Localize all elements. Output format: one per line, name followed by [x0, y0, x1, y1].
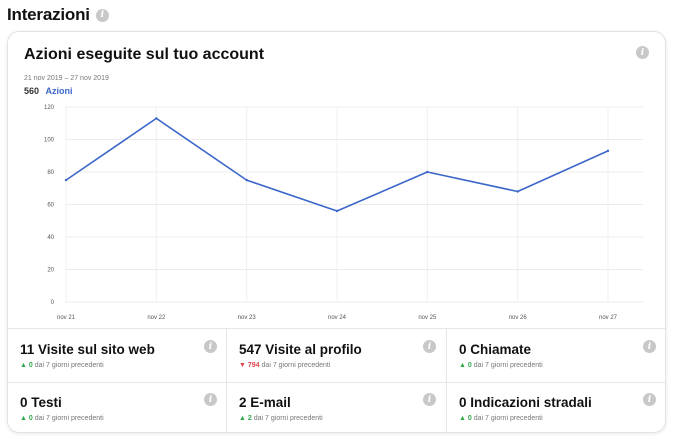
change-period: dai 7 giorni precedenti	[261, 362, 331, 369]
x-tick-label: nov 26	[509, 315, 528, 321]
data-point	[245, 178, 248, 182]
date-range: 21 nov 2019 – 27 nov 2019	[24, 75, 109, 82]
divider	[446, 329, 447, 432]
change-value: 0	[467, 415, 472, 422]
y-tick-label: 40	[47, 235, 54, 241]
data-point	[64, 178, 68, 182]
x-tick-label: nov 22	[147, 315, 166, 321]
x-tick-label: nov 24	[328, 315, 347, 321]
stat-change: ▲ 0 dai 7 giorni precedenti	[20, 415, 104, 422]
arrow-up-icon: ▲	[459, 415, 466, 422]
change-value: 0	[467, 362, 472, 369]
change-period: dai 7 giorni precedenti	[34, 415, 104, 422]
info-icon[interactable]: i	[643, 340, 656, 353]
info-icon[interactable]: i	[636, 46, 649, 59]
y-tick-label: 0	[51, 300, 55, 306]
x-tick-label: nov 21	[57, 315, 76, 321]
change-value: 0	[28, 362, 33, 369]
stat-directions[interactable]: 0 Indicazioni stradali i ▲ 0 dai 7 giorn…	[447, 382, 665, 432]
arrow-up-icon: ▲	[20, 362, 27, 369]
divider	[226, 329, 227, 432]
arrow-up-icon: ▲	[459, 362, 466, 369]
info-icon[interactable]: i	[204, 393, 217, 406]
change-value: 794	[247, 362, 260, 369]
x-tick-label: nov 27	[599, 315, 618, 321]
data-point	[335, 209, 339, 213]
data-point	[516, 190, 519, 193]
change-value: 0	[28, 415, 33, 422]
stat-title: 11 Visite sul sito web	[20, 342, 155, 357]
y-tick-label: 60	[47, 203, 54, 209]
arrow-up-icon: ▲	[239, 415, 246, 422]
change-value: 2	[247, 415, 252, 422]
stat-change: ▼ 794 dai 7 giorni precedenti	[239, 362, 330, 369]
stat-title: 547 Visite al profilo	[239, 342, 362, 357]
stat-title: 0 Indicazioni stradali	[459, 395, 592, 410]
change-period: dai 7 giorni precedenti	[473, 362, 543, 369]
y-tick-label: 100	[44, 138, 55, 144]
stat-calls[interactable]: 0 Chiamate i ▲ 0 dai 7 giorni precedenti	[447, 329, 665, 382]
total-actions: 560 Azioni	[24, 86, 73, 96]
data-point	[155, 117, 158, 120]
y-tick-label: 20	[47, 268, 54, 274]
stat-website-visits[interactable]: 11 Visite sul sito web i ▲ 0 dai 7 giorn…	[8, 329, 227, 382]
stat-emails[interactable]: 2 E-mail i ▲ 2 dai 7 giorni precedenti	[227, 382, 446, 432]
stat-change: ▲ 2 dai 7 giorni precedenti	[239, 415, 323, 422]
info-icon[interactable]: i	[423, 340, 436, 353]
arrow-down-icon: ▼	[239, 362, 246, 369]
stat-change: ▲ 0 dai 7 giorni precedenti	[459, 415, 543, 422]
total-value: 560	[24, 86, 40, 96]
x-tick-label: nov 25	[418, 315, 437, 321]
y-tick-label: 80	[47, 170, 54, 176]
y-tick-label: 120	[44, 105, 55, 111]
stat-profile-visits[interactable]: 547 Visite al profilo i ▼ 794 dai 7 gior…	[227, 329, 446, 382]
info-icon[interactable]: i	[423, 393, 436, 406]
total-label: Azioni	[45, 86, 73, 96]
divider	[8, 382, 665, 383]
change-period: dai 7 giorni precedenti	[473, 415, 543, 422]
info-icon[interactable]: i	[204, 340, 217, 353]
x-tick-label: nov 23	[238, 315, 257, 321]
info-icon[interactable]: i	[643, 393, 656, 406]
stat-change: ▲ 0 dai 7 giorni precedenti	[20, 362, 104, 369]
chart-title: Azioni eseguite sul tuo account	[24, 46, 265, 63]
stat-title: 0 Chiamate	[459, 342, 532, 357]
data-point	[426, 170, 429, 174]
change-period: dai 7 giorni precedenti	[34, 362, 104, 369]
stat-title: 0 Testi	[20, 395, 62, 410]
data-point	[606, 149, 610, 153]
actions-line-chart: 0 20 40 60 80 100 120 nov 21 nov 22 nov 23 nov 24 n…	[44, 105, 643, 321]
stat-title: 2 E-mail	[239, 395, 291, 410]
stats-grid: 11 Visite sul sito web i ▲ 0 dai 7 giorn…	[8, 328, 665, 432]
section-title: Interazioni	[7, 5, 90, 24]
info-icon[interactable]: i	[95, 8, 109, 22]
change-period: dai 7 giorni precedenti	[253, 415, 323, 422]
stat-change: ▲ 0 dai 7 giorni precedenti	[459, 362, 543, 369]
stat-texts[interactable]: 0 Testi i ▲ 0 dai 7 giorni precedenti	[8, 382, 227, 432]
section-header: Interazioni i	[7, 4, 109, 26]
arrow-up-icon: ▲	[20, 415, 27, 422]
interactions-card: Azioni eseguite sul tuo account i 21 nov…	[7, 31, 666, 433]
